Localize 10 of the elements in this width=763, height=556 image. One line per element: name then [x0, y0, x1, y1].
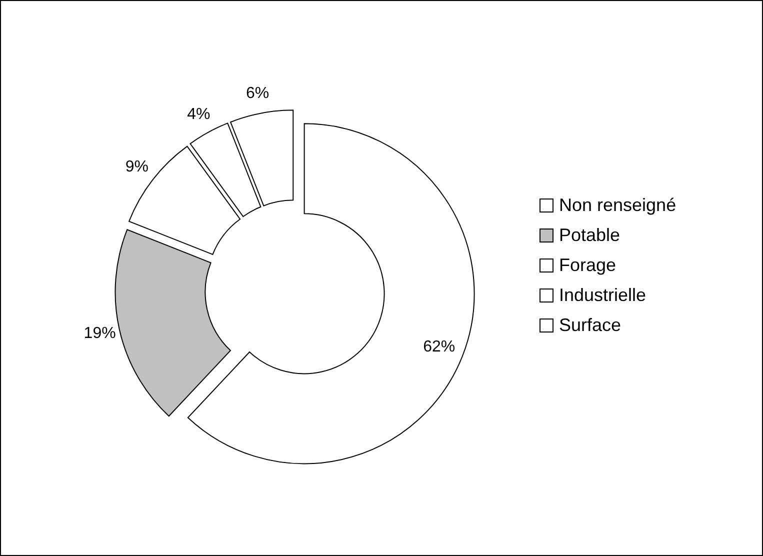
- legend-label: Forage: [559, 254, 616, 275]
- data-label: 6%: [246, 84, 270, 102]
- data-label: 19%: [84, 324, 116, 342]
- legend-label: Surface: [559, 314, 622, 335]
- data-label: 9%: [125, 158, 149, 176]
- data-label: 4%: [187, 106, 210, 123]
- legend-label: Non renseigné: [559, 194, 676, 215]
- data-label: 62%: [423, 338, 456, 356]
- legend-label: Potable: [559, 224, 620, 245]
- legend-label: Industrielle: [559, 284, 646, 305]
